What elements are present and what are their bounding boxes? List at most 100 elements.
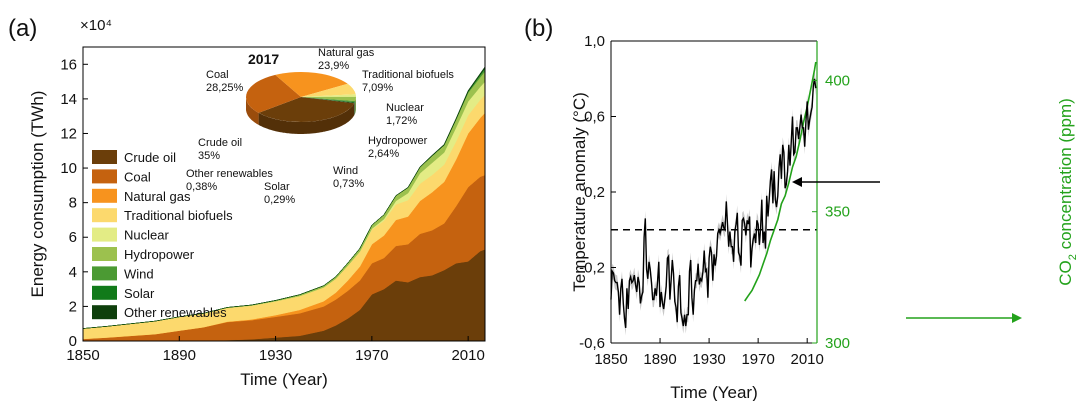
b-y2-tick-label: 350 xyxy=(825,204,850,221)
legend-label-other-renewables: Other renewables xyxy=(124,305,227,320)
legend-swatch-coal xyxy=(92,169,117,184)
pie-value-crude-oil: 35% xyxy=(198,150,220,162)
b-x-axis-label: Time (Year) xyxy=(670,383,758,401)
y-tick-label: 16 xyxy=(60,56,77,73)
b-y2-tick-label: 300 xyxy=(825,335,850,352)
legend-label-natural-gas: Natural gas xyxy=(124,189,191,204)
x-tick-label: 1890 xyxy=(163,347,196,364)
pie-label-traditional-biofuels: Traditional biofuels xyxy=(362,69,454,81)
b-y2-label-main: CO xyxy=(1056,260,1075,286)
legend-swatch-other-renewables xyxy=(92,305,117,320)
legend-label-crude-oil: Crude oil xyxy=(124,150,176,165)
b-y-axis-ticks: -0,6 -0,2 0,2 0,6 1,0 xyxy=(579,33,616,352)
y-axis-label: Energy consumption (TWh) xyxy=(28,91,47,298)
y-tick-label: 14 xyxy=(60,91,77,108)
panel-a-frame xyxy=(82,46,486,342)
b-y2-axis-ticks: 300 350 400 xyxy=(812,72,850,352)
b-x-axis-ticks: 1850 1890 1930 1970 2010 xyxy=(594,338,824,368)
x-tick-label: 1930 xyxy=(259,347,292,364)
y-tick-label: 8 xyxy=(69,195,77,212)
y-tick-label: 12 xyxy=(60,125,77,142)
pie-slice-natural-gas xyxy=(275,72,348,97)
b-y-tick-label: 0,2 xyxy=(584,184,605,201)
y-tick-label: 4 xyxy=(69,264,77,281)
pie-value-solar: 0,29% xyxy=(264,194,295,206)
pie-value-hydropower: 2,64% xyxy=(368,148,399,160)
pie-value-wind: 0,73% xyxy=(333,178,364,190)
x-tick-label: 2010 xyxy=(451,347,484,364)
pie-value-nuclear: 1,72% xyxy=(386,115,417,127)
pie-side-wind xyxy=(354,101,356,115)
pie-label-natural-gas: Natural gas xyxy=(318,47,375,59)
legend-swatch-natural-gas xyxy=(92,188,117,203)
b-y2-tick-label: 400 xyxy=(825,72,850,89)
y-axis-ticks: 0 2 4 6 8 10 12 14 16 xyxy=(60,56,88,350)
pie-side-coal xyxy=(246,97,259,125)
legend-swatch-wind xyxy=(92,266,117,281)
b-y2-label-rest: concentration (ppm) xyxy=(1056,98,1075,254)
legend-label-wind: Wind xyxy=(124,266,154,281)
x-tick-label: 1970 xyxy=(355,347,388,364)
panel-b: (b) 1850 1890 1930 1970 2010 -0,6 -0,2 0,2 0,6 1… xyxy=(524,15,1079,401)
pie-slice-traditional-biofuels xyxy=(301,83,356,97)
b-y2-label-sub: 2 xyxy=(1067,254,1079,260)
legend-label-traditional-biofuels: Traditional biofuels xyxy=(124,208,233,223)
pie-label-other-renewables: Other renewables xyxy=(186,168,273,180)
legend-label-hydropower: Hydropower xyxy=(124,247,195,262)
pie-slice-solar xyxy=(301,97,355,103)
pie-label-coal: Coal xyxy=(206,69,229,81)
b-x-tick-label: 1890 xyxy=(643,351,676,368)
legend-swatch-hydropower xyxy=(92,247,117,261)
b-y-tick-label: -0,2 xyxy=(579,260,605,277)
right-axis-arrow xyxy=(906,313,1022,323)
pie-slice-hydropower xyxy=(301,96,357,102)
pie-value-natural-gas: 23,9% xyxy=(318,60,349,72)
b-x-tick-label: 1850 xyxy=(594,351,627,368)
x-axis-label: Time (Year) xyxy=(240,370,328,389)
y-tick-label: 2 xyxy=(69,298,77,315)
panel-b-plot xyxy=(610,61,817,336)
pie-slice-coal xyxy=(246,74,301,113)
legend: Crude oil Coal Natural gas Traditional biof… xyxy=(92,150,233,320)
legend-swatch-crude-oil xyxy=(92,150,117,164)
pie-label-wind: Wind xyxy=(333,165,358,177)
panel-a-label: (a) xyxy=(8,15,37,42)
pie-side-hydropower xyxy=(355,97,356,114)
pie-value-coal: 28,25% xyxy=(206,82,244,94)
legend-swatch-nuclear xyxy=(92,227,117,242)
b-y-tick-label: 0,6 xyxy=(584,109,605,126)
pie-value-traditional-biofuels: 7,09% xyxy=(362,82,393,94)
pie-label-crude-oil: Crude oil xyxy=(198,137,242,149)
b-y2-axis-label: CO2 concentration (ppm) xyxy=(1056,98,1079,286)
legend-swatch-traditional-biofuels xyxy=(92,208,117,223)
pie-slice-wind xyxy=(301,97,356,103)
b-y-axis-label: Temperature anomaly (°C) xyxy=(570,92,589,292)
legend-label-solar: Solar xyxy=(124,286,155,301)
pie-slice-other-renewables xyxy=(301,97,355,104)
x-tick-label: 1850 xyxy=(66,347,99,364)
panel-a: (a) 1850 1890 1930 1970 2010 0 2 4 6 8 10 12 14 16 ×… xyxy=(8,15,486,389)
legend-label-coal: Coal xyxy=(124,169,151,184)
temperature-line xyxy=(610,78,817,328)
y-tick-label: 10 xyxy=(60,160,77,177)
x-axis-ticks: 1850 1890 1930 1970 2010 xyxy=(66,336,485,364)
b-x-tick-label: 2010 xyxy=(791,351,824,368)
b-y-tick-label: 1,0 xyxy=(584,33,605,50)
pie-value-other-renewables: 0,38% xyxy=(186,181,217,193)
panel-b-label: (b) xyxy=(524,15,553,42)
pie-slice-nuclear xyxy=(301,94,357,97)
b-x-tick-label: 1970 xyxy=(741,351,774,368)
b-x-tick-label: 1930 xyxy=(692,351,725,368)
pie-label-nuclear: Nuclear xyxy=(386,102,424,114)
pie-slice-crude-oil xyxy=(258,97,355,122)
left-axis-arrow xyxy=(792,177,880,187)
y-multiplier: ×10⁴ xyxy=(80,17,112,34)
pie-label-solar: Solar xyxy=(264,181,290,193)
legend-swatch-solar xyxy=(92,285,117,300)
pie-label-hydropower: Hydropower xyxy=(368,135,428,147)
b-y-tick-label: -0,6 xyxy=(579,335,605,352)
y-tick-label: 0 xyxy=(69,333,77,350)
y-tick-label: 6 xyxy=(69,229,77,246)
